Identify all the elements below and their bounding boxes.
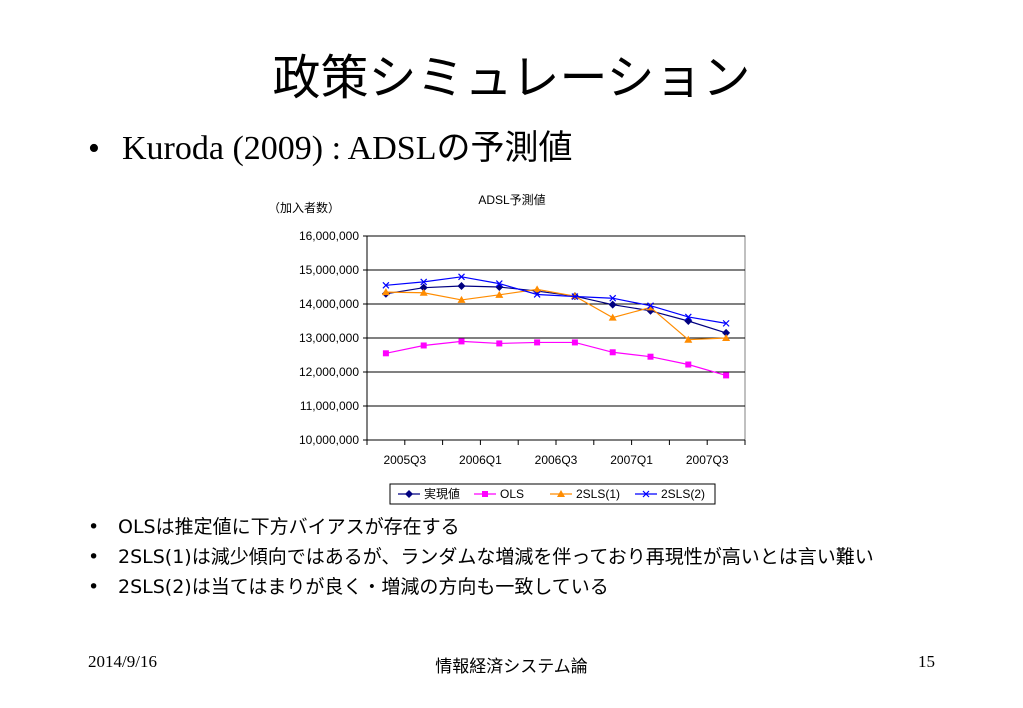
data-point xyxy=(534,339,541,346)
data-point xyxy=(609,349,616,356)
footer-date: 2014/9/16 xyxy=(88,652,157,671)
y-tick-label: 14,000,000 xyxy=(299,297,359,311)
marker-stroke xyxy=(495,280,503,288)
legend-label: 実現値 xyxy=(424,486,460,501)
data-point xyxy=(533,291,541,298)
data-point xyxy=(722,328,731,337)
data-point xyxy=(496,340,503,347)
data-point xyxy=(609,294,617,302)
data-point xyxy=(382,281,390,289)
sub-bullet-2sls2: • 2SLS(2)は当てはまりが良く・増減の方向も一致している xyxy=(88,575,958,599)
x-tick-label: 2006Q1 xyxy=(459,453,502,467)
y-tick-label: 15,000,000 xyxy=(299,263,359,277)
data-point xyxy=(458,273,465,281)
data-point xyxy=(457,295,466,303)
data-point xyxy=(684,335,693,343)
plot-area: 10,000,000 11,000,000 12,000,000 13,000,000… xyxy=(299,229,746,467)
data-point xyxy=(420,342,427,349)
legend-label: OLS xyxy=(500,487,524,501)
marker-stroke xyxy=(684,313,692,321)
data-point xyxy=(647,302,654,310)
sub-bullet-2sls1: • 2SLS(1)は減少傾向ではあるが、ランダムな増減を伴っており再現性が高いと… xyxy=(88,545,958,569)
series-line xyxy=(385,288,727,341)
sub-bullet-text: OLSは推定値に下方バイアスが存在する xyxy=(118,516,460,538)
data-point xyxy=(382,350,389,357)
bullet-dot: • xyxy=(88,576,100,598)
x-tick-label: 2007Q3 xyxy=(686,453,729,467)
chart-title: ADSL予測値 xyxy=(478,192,545,207)
sub-bullet-text: 2SLS(2)は当てはまりが良く・増減の方向も一致している xyxy=(118,576,609,598)
x-tick-label: 2007Q1 xyxy=(610,453,653,467)
y-tick-label: 16,000,000 xyxy=(299,229,359,243)
data-point xyxy=(684,313,692,321)
data-point xyxy=(557,490,565,497)
data-point xyxy=(642,490,650,498)
data-point xyxy=(722,319,730,327)
marker-stroke xyxy=(458,273,465,281)
data-point xyxy=(381,288,390,296)
series-line xyxy=(385,276,727,324)
footer-page-number: 15 xyxy=(918,652,935,671)
series-line xyxy=(385,340,727,376)
marker-stroke xyxy=(533,291,541,298)
marker-stroke xyxy=(609,294,617,302)
sub-bullet-text: 2SLS(1)は減少傾向ではあるが、ランダムな増減を伴っており再現性が高いとは言… xyxy=(118,546,874,568)
data-point xyxy=(419,283,428,292)
footer-course: 情報経済システム論 xyxy=(435,657,588,677)
marker-stroke xyxy=(571,293,579,300)
data-point xyxy=(608,313,617,321)
data-point xyxy=(420,278,428,286)
series-line xyxy=(385,285,727,334)
legend-label: 2SLS(2) xyxy=(661,487,705,501)
legend-label: 2SLS(1) xyxy=(576,487,620,501)
data-point xyxy=(646,303,655,311)
marker-stroke xyxy=(647,302,654,310)
main-bullet: • Kuroda (2009) : ADSLの予測値 xyxy=(88,120,572,169)
marker-stroke xyxy=(642,490,650,498)
y-tick-label: 13,000,000 xyxy=(299,331,359,345)
data-point xyxy=(722,334,731,341)
marker-stroke xyxy=(420,278,428,286)
data-point xyxy=(571,339,578,346)
data-point xyxy=(608,300,617,309)
data-point xyxy=(723,372,730,379)
bullet-dot: • xyxy=(88,516,100,538)
marker-stroke xyxy=(382,281,390,289)
chart-legend: 実現値 OLS 2SLS(1) 2SLS(2) xyxy=(389,483,716,505)
data-point xyxy=(647,353,654,360)
data-point xyxy=(457,281,466,290)
y-tick-label: 10,000,000 xyxy=(299,433,359,447)
slide-title: 政策シミュレーション xyxy=(272,50,751,106)
data-point xyxy=(495,280,503,288)
adsl-forecast-chart: ADSL予測値 （加入者数） 10,000,000 11,000,000 12,00… xyxy=(268,192,746,505)
data-point xyxy=(405,490,413,498)
data-point xyxy=(533,285,542,293)
data-point xyxy=(571,293,579,300)
data-point xyxy=(419,288,428,296)
data-point xyxy=(495,290,504,298)
y-tick-label: 11,000,000 xyxy=(300,399,359,413)
y-axis-label: （加入者数） xyxy=(268,200,340,215)
x-tick-label: 2005Q3 xyxy=(383,453,426,467)
data-point xyxy=(685,361,692,368)
sub-bullets: • OLSは推定値に下方バイアスが存在する • 2SLS(1)は減少傾向ではある… xyxy=(88,515,958,605)
marker-stroke xyxy=(722,319,730,327)
data-point xyxy=(646,306,655,315)
sub-bullet-ols: • OLSは推定値に下方バイアスが存在する xyxy=(88,515,958,539)
data-point xyxy=(482,491,488,497)
x-tick-label: 2006Q3 xyxy=(535,453,578,467)
data-point xyxy=(458,338,465,345)
main-bullet-text: Kuroda (2009) : ADSLの予測値 xyxy=(122,130,573,167)
bullet-dot: • xyxy=(88,130,100,167)
y-tick-label: 12,000,000 xyxy=(299,365,359,379)
bullet-dot: • xyxy=(88,546,100,568)
